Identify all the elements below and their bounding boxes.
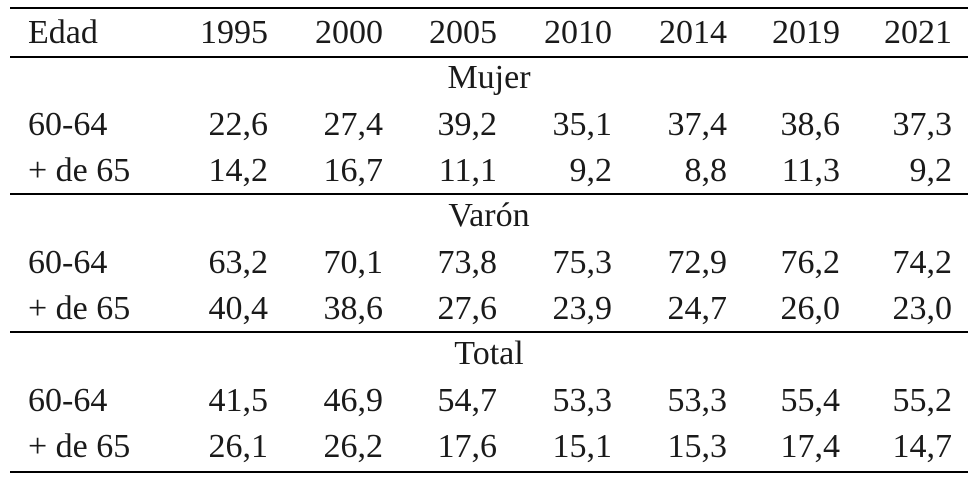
header-cell: 1995 [200,14,268,51]
data-cell: 23,9 [552,290,613,327]
header-cell: 2019 [772,14,840,51]
data-cell: 38,6 [323,290,384,327]
data-cell: 37,3 [892,106,953,143]
row-label: 60-64 [28,382,108,419]
data-cell: 38,6 [780,106,841,143]
data-cell: 26,2 [323,428,384,465]
group-label: Varón [448,197,530,234]
rule [10,7,968,9]
data-cell: 11,1 [438,152,497,189]
row-label: 60-64 [28,244,108,281]
row-label: 60-64 [28,106,108,143]
data-cell: 63,2 [208,244,269,281]
data-cell: 37,4 [667,106,728,143]
data-cell: 22,6 [208,106,269,143]
data-cell: 70,1 [323,244,384,281]
data-cell: 26,1 [208,428,269,465]
row-label: + de 65 [28,152,131,189]
header-cell: 2010 [544,14,612,51]
header-cell: 2005 [429,14,497,51]
data-cell: 39,2 [437,106,498,143]
data-cell: 9,2 [909,152,953,189]
data-cell: 16,7 [323,152,384,189]
rule [10,193,968,195]
data-cell: 9,2 [569,152,613,189]
data-cell: 17,4 [780,428,841,465]
data-cell: 23,0 [892,290,953,327]
data-cell: 14,2 [208,152,269,189]
data-cell: 17,6 [437,428,498,465]
data-cell: 26,0 [780,290,841,327]
data-cell: 53,3 [667,382,728,419]
data-cell: 75,3 [552,244,613,281]
header-cell: 2000 [315,14,383,51]
data-cell: 41,5 [208,382,269,419]
rule [10,471,968,473]
data-cell: 73,8 [437,244,498,281]
data-cell: 27,4 [323,106,384,143]
data-cell: 55,2 [892,382,953,419]
data-cell: 15,1 [552,428,613,465]
data-cell: 27,6 [437,290,498,327]
data-cell: 35,1 [552,106,613,143]
data-cell: 15,3 [667,428,728,465]
data-cell: 54,7 [437,382,498,419]
data-cell: 55,4 [780,382,841,419]
rule [10,331,968,333]
header-cell: 2014 [659,14,727,51]
data-cell: 76,2 [780,244,841,281]
data-cell: 24,7 [667,290,728,327]
group-label: Mujer [447,59,531,96]
rule [10,56,968,58]
data-cell: 8,8 [684,152,728,189]
group-label: Total [454,335,524,372]
data-cell: 74,2 [892,244,953,281]
data-cell: 40,4 [208,290,269,327]
data-cell: 72,9 [667,244,728,281]
data-cell: 53,3 [552,382,613,419]
data-cell: 11,3 [781,152,840,189]
row-label: + de 65 [28,428,131,465]
data-cell: 14,7 [892,428,953,465]
header-cell: 2021 [884,14,952,51]
data-cell: 46,9 [323,382,384,419]
header-cell: Edad [28,14,98,51]
row-label: + de 65 [28,290,131,327]
